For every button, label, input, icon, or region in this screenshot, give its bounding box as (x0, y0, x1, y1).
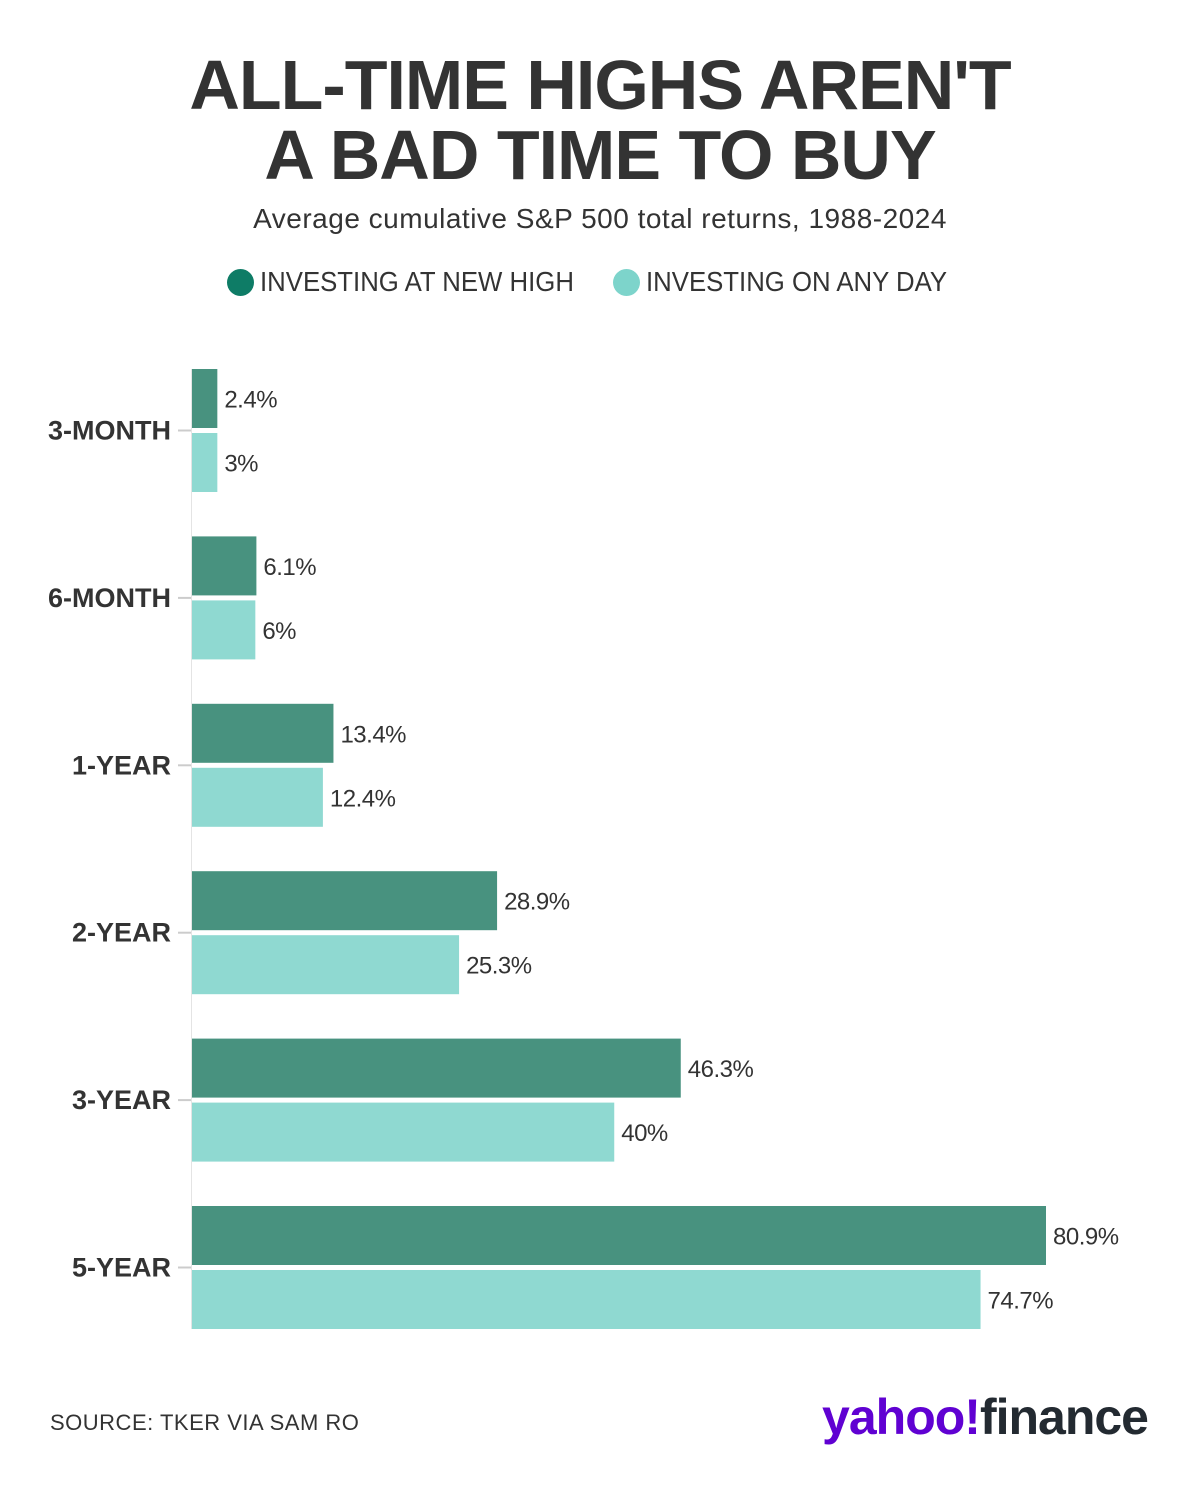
legend-item-any-day: INVESTING ON ANY DAY (612, 266, 973, 298)
data-label-new-high-6-month: 6.1% (263, 554, 316, 581)
category-label-3-month: 3-MONTH (48, 416, 171, 446)
bar-any-day-3-month (192, 433, 218, 492)
bar-new-high-1-year (192, 703, 334, 763)
legend-label-any-day: INVESTING ON ANY DAY (645, 266, 948, 297)
data-label-new-high-1-year: 13.4% (340, 721, 406, 748)
bar-new-high-6-month (192, 536, 257, 596)
data-label-new-high-3-month: 2.4% (224, 387, 277, 414)
bar-new-high-3-month (192, 369, 218, 428)
chart-title: ALL-TIME HIGHS AREN'T A BAD TIME TO BUY (0, 50, 1200, 190)
legend-swatch-any-day (612, 268, 640, 296)
bar-new-high-2-year (192, 871, 498, 931)
data-label-new-high-5-year: 80.9% (1053, 1224, 1119, 1251)
bar-any-day-1-year (192, 767, 323, 827)
data-label-new-high-2-year: 28.9% (504, 889, 570, 916)
data-label-any-day-2-year: 25.3% (466, 953, 532, 980)
chart-legend: INVESTING AT NEW HIGH INVESTING ON ANY D… (0, 266, 1200, 298)
bar-any-day-5-year (192, 1270, 981, 1329)
category-label-6-month: 6-MONTH (48, 583, 171, 613)
yahoo-finance-logo: yahoo!finance (822, 1389, 1149, 1445)
category-label-1-year: 1-YEAR (72, 750, 171, 780)
chart-subtitle: Average cumulative S&P 500 total returns… (253, 203, 947, 234)
data-label-any-day-5-year: 74.7% (988, 1288, 1054, 1315)
legend-item-new-high: INVESTING AT NEW HIGH (226, 266, 601, 298)
bar-any-day-3-year (192, 1102, 615, 1162)
data-label-any-day-6-month: 6% (262, 618, 296, 645)
bar-any-day-6-month (192, 600, 256, 660)
legend-label-new-high: INVESTING AT NEW HIGH (259, 266, 574, 297)
category-label-3-year: 3-YEAR (72, 1085, 171, 1115)
bar-any-day-2-year (192, 935, 460, 995)
category-label-5-year: 5-YEAR (72, 1253, 171, 1283)
legend-swatch-new-high (226, 268, 254, 296)
category-label-2-year: 2-YEAR (72, 918, 171, 948)
source-note: SOURCE: TKER VIA SAM RO (50, 1410, 360, 1435)
data-label-new-high-3-year: 46.3% (688, 1056, 754, 1083)
bar-new-high-5-year (192, 1206, 1046, 1265)
data-label-any-day-3-month: 3% (224, 451, 258, 478)
data-label-any-day-1-year: 12.4% (330, 785, 396, 812)
data-label-any-day-3-year: 40% (621, 1120, 668, 1147)
chart-title-line-2: A BAD TIME TO BUY (264, 116, 936, 194)
bar-new-high-3-year (192, 1038, 681, 1098)
chart-title-line-1: ALL-TIME HIGHS AREN'T (189, 46, 1011, 124)
